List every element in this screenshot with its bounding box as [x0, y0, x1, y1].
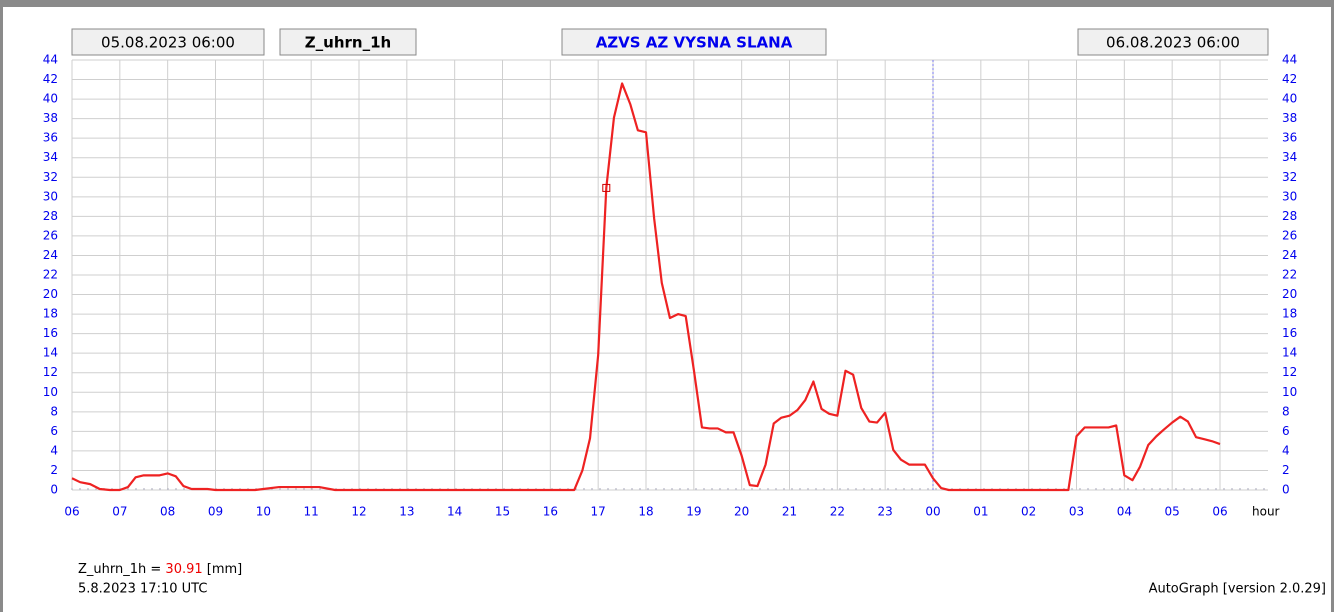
y-tick-label: 38: [43, 111, 58, 125]
y-tick-label: 26: [43, 228, 58, 242]
x-tick-label: 13: [399, 505, 414, 519]
y-tick-label-right: 18: [1282, 307, 1297, 321]
y-tick-label: 32: [43, 170, 58, 184]
y-tick-label-right: 12: [1282, 365, 1297, 379]
y-tick-label-right: 42: [1282, 72, 1297, 86]
y-tick-label-right: 16: [1282, 326, 1297, 340]
y-tick-label-right: 36: [1282, 131, 1297, 145]
x-tick-label: 01: [973, 505, 988, 519]
y-tick-label-right: 4: [1282, 443, 1290, 457]
y-tick-label: 34: [43, 150, 58, 164]
window-frame-top: [0, 0, 1334, 7]
x-tick-label: 19: [686, 505, 701, 519]
x-tick-label: 18: [638, 505, 653, 519]
x-tick-label: 16: [543, 505, 558, 519]
station-name: AZVS AZ VYSNA SLANA: [596, 34, 793, 52]
y-tick-label-right: 34: [1282, 150, 1297, 164]
readout-time: 5.8.2023 17:10 UTC: [78, 582, 207, 597]
x-tick-label: 12: [351, 505, 366, 519]
y-tick-label: 44: [43, 53, 58, 67]
variable-box: [279, 28, 417, 56]
window-frame-left: [0, 0, 3, 612]
x-tick-label: 02: [1021, 505, 1036, 519]
readout-label: Z_uhrn_1h =: [78, 562, 161, 577]
y-tick-label-right: 24: [1282, 248, 1297, 262]
y-tick-label-right: 8: [1282, 404, 1290, 418]
y-tick-label: 40: [43, 92, 58, 106]
station-box: [561, 28, 827, 56]
x-tick-label: 17: [591, 505, 606, 519]
x-axis-label: hour: [1252, 505, 1280, 519]
data-line: [71, 82, 1221, 492]
end-box: [1077, 28, 1269, 56]
x-tick-label: 07: [112, 505, 127, 519]
y-tick-label-right: 10: [1282, 385, 1297, 399]
x-tick-label: 20: [734, 505, 749, 519]
x-tick-label: 03: [1069, 505, 1084, 519]
x-tick-label: 04: [1117, 505, 1132, 519]
y-tick-label: 14: [43, 346, 58, 360]
start-time: 05.08.2023 06:00: [101, 34, 235, 52]
y-tick-label-right: 2: [1282, 463, 1290, 477]
x-tick-label: 11: [304, 505, 319, 519]
readout-unit: [mm]: [207, 562, 242, 577]
y-tick-label: 36: [43, 131, 58, 145]
y-tick-label: 10: [43, 385, 58, 399]
x-tick-label: 22: [830, 505, 845, 519]
y-tick-label-right: 14: [1282, 346, 1297, 360]
version: AutoGraph [version 2.0.29]: [1149, 582, 1326, 597]
y-tick-label: 6: [50, 424, 58, 438]
x-tick-label: 05: [1165, 505, 1180, 519]
readout-value: 30.91: [165, 562, 202, 577]
y-tick-label: 12: [43, 365, 58, 379]
y-tick-label-right: 6: [1282, 424, 1290, 438]
header: 05.08.2023 06:00 Z_uhrn_1h AZVS AZ VYSNA…: [71, 28, 1269, 56]
x-tick-label: 14: [447, 505, 462, 519]
y-tick-label-right: 28: [1282, 209, 1297, 223]
y-tick-label: 0: [50, 483, 58, 497]
y-tick-label-right: 0: [1282, 483, 1290, 497]
y-tick-label: 8: [50, 404, 58, 418]
y-tick-label-right: 44: [1282, 53, 1297, 67]
y-tick-label: 42: [43, 72, 58, 86]
y-tick-label: 18: [43, 307, 58, 321]
readout-line: Z_uhrn_1h = 30.91 [mm]: [78, 562, 242, 577]
y-tick-label-right: 40: [1282, 92, 1297, 106]
x-tick-label: 09: [208, 505, 223, 519]
x-tick-label: 08: [160, 505, 175, 519]
y-tick-label: 16: [43, 326, 58, 340]
x-tick-label: 00: [925, 505, 940, 519]
y-tick-label-right: 38: [1282, 111, 1297, 125]
x-tick-label: 23: [878, 505, 893, 519]
x-tick-label: 15: [495, 505, 510, 519]
x-tick-label: 06: [64, 505, 79, 519]
y-tick-label: 20: [43, 287, 58, 301]
y-tick-label: 30: [43, 189, 58, 203]
window-frame-right: [1331, 0, 1334, 612]
y-tick-label-right: 32: [1282, 170, 1297, 184]
y-tick-label: 2: [50, 463, 58, 477]
x-tick-label: 06: [1212, 505, 1227, 519]
cursor-marker: [602, 183, 611, 192]
x-tick-label: 21: [782, 505, 797, 519]
y-tick-label: 24: [43, 248, 58, 262]
y-tick-label-right: 22: [1282, 268, 1297, 282]
y-tick-label: 4: [50, 443, 58, 457]
y-tick-label: 28: [43, 209, 58, 223]
y-tick-label: 22: [43, 268, 58, 282]
end-time: 06.08.2023 06:00: [1106, 34, 1240, 52]
y-tick-label-right: 26: [1282, 228, 1297, 242]
variable-name: Z_uhrn_1h: [305, 34, 391, 52]
y-tick-label-right: 30: [1282, 189, 1297, 203]
y-tick-label-right: 20: [1282, 287, 1297, 301]
start-box: [71, 28, 265, 56]
x-tick-label: 10: [256, 505, 271, 519]
